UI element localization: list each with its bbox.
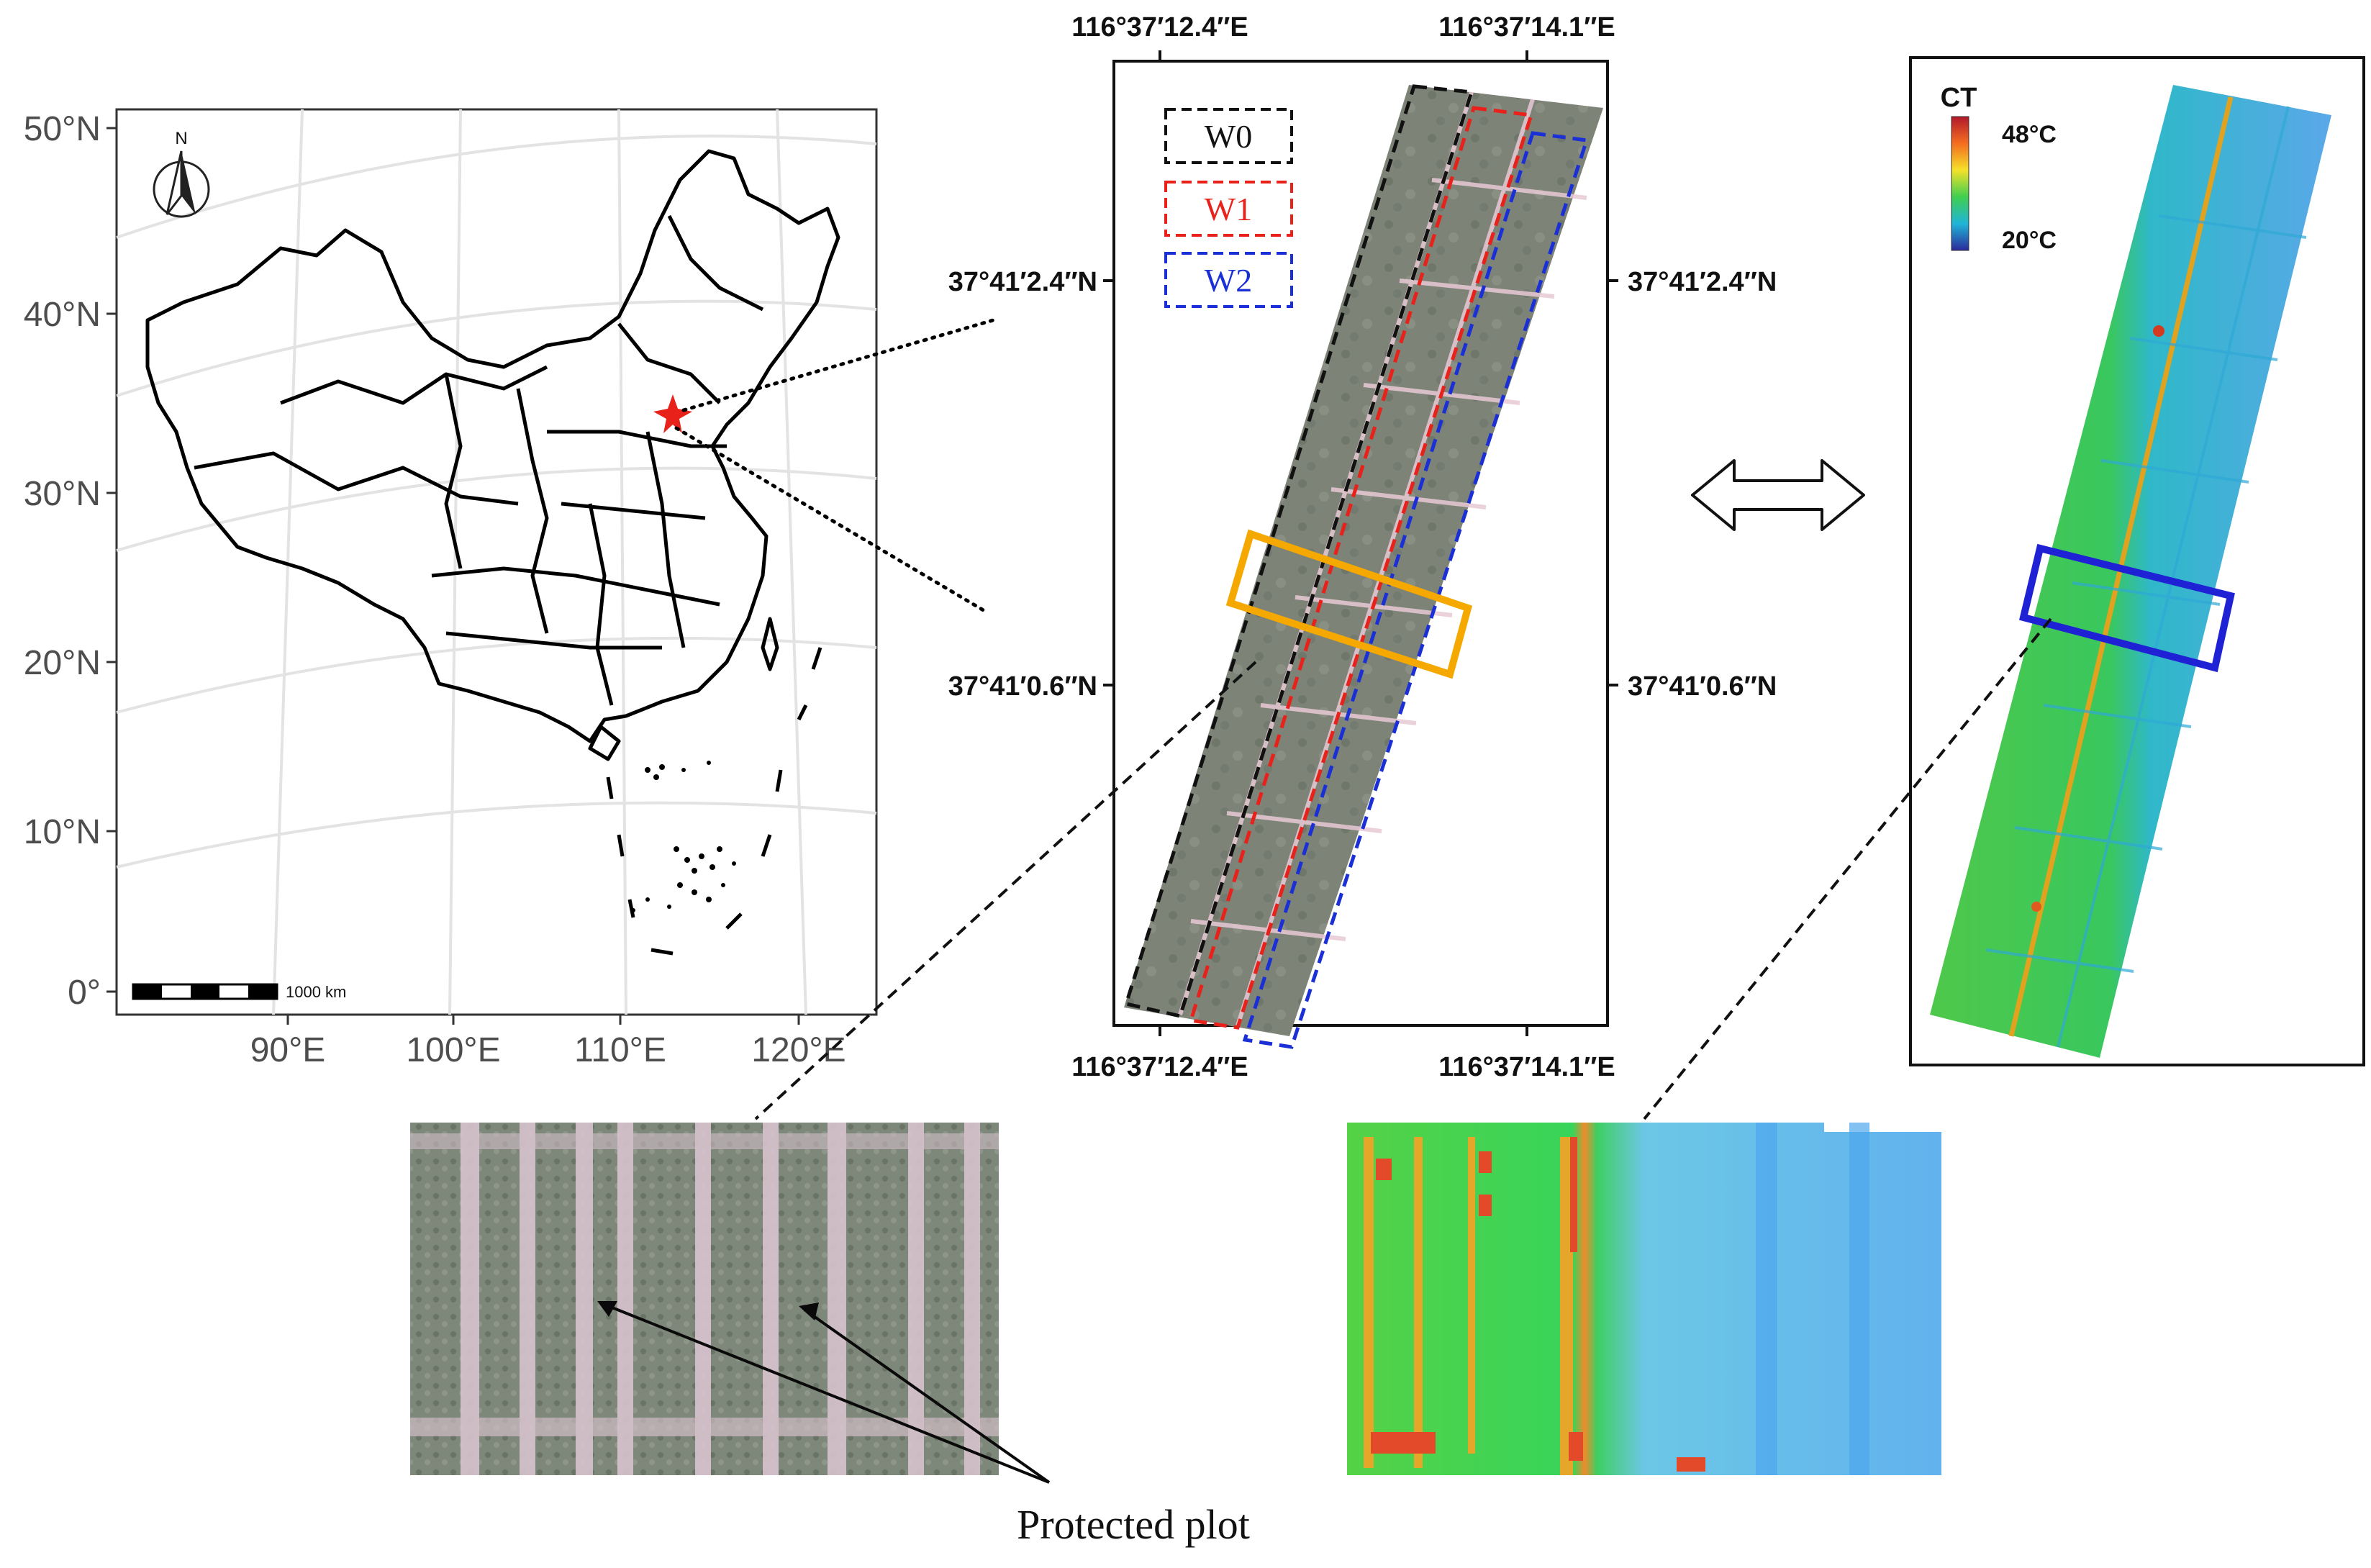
- nine-dash-line: [606, 647, 822, 956]
- zoom-thermal-image: [1347, 1123, 1941, 1475]
- zoom-thermal-panel: [1347, 1119, 1941, 1475]
- legend-w0-box: [1164, 108, 1293, 164]
- w0-region: [1123, 84, 1474, 1018]
- right-lat-label: 37°41′0.6″N: [1628, 671, 1777, 702]
- ct-title: CT: [1941, 83, 1977, 113]
- thermal-panel: CT 48°C 20°C: [1909, 56, 2365, 1066]
- china-outline: [145, 149, 840, 761]
- lon-tick-label: 100°E: [406, 1031, 500, 1069]
- lat-tick-label: 50°N: [24, 110, 101, 148]
- legend-w2-box: [1164, 252, 1293, 308]
- thermal-hotspot: [2153, 325, 2164, 337]
- ct-min-label: 20°C: [2002, 227, 2057, 254]
- zoom-leader-lines: [754, 617, 2052, 1120]
- top-lon-label: 116°37′12.4″E: [1071, 12, 1248, 42]
- field-ticks: [1103, 50, 1618, 1036]
- study-site-star-icon: [653, 394, 692, 433]
- scale-label: 1000 km: [286, 983, 346, 1001]
- caption-arrows: [602, 1302, 1051, 1484]
- top-lon-label: 116°37′14.1″E: [1438, 12, 1615, 42]
- south-sea-islands: [631, 761, 736, 912]
- lon-axis: 90°E 100°E 110°E 120°E: [250, 1015, 846, 1069]
- scale-bar: [132, 983, 278, 1000]
- china-map-frame: [115, 108, 878, 1016]
- site-leader-lines: [674, 318, 995, 614]
- zoom-thermal-cool-stripes: [1756, 1123, 1869, 1475]
- left-lat-label: 37°41′2.4″N: [948, 267, 1097, 297]
- ct-max-label: 48°C: [2002, 121, 2057, 148]
- legend-w1-box: [1164, 181, 1293, 237]
- lon-tick-label: 90°E: [250, 1031, 326, 1069]
- field-rgb-strip: [1124, 85, 1603, 1036]
- thermal-hotspot: [2031, 902, 2041, 912]
- left-lat-label: 37°41′0.6″N: [948, 671, 1097, 702]
- arrowhead-icon: [799, 1302, 819, 1320]
- legend-w1-label: W1: [1205, 191, 1252, 227]
- region-legend: W0 W1 W2: [1164, 108, 1293, 308]
- zoom-thermal-hot-spots: [1371, 1137, 1705, 1472]
- w1-region: [1188, 106, 1534, 1030]
- china-map-panel: N 1000 km 50°N 40°N 30°N 20°N 10°N 0°: [24, 108, 878, 1069]
- arrowhead-icon: [597, 1301, 617, 1317]
- north-label: N: [175, 129, 187, 148]
- lat-tick-label: 40°N: [24, 296, 101, 334]
- lat-tick-label: 0°: [68, 974, 101, 1012]
- zoom-thermal-hot-stripes: [1364, 1137, 1573, 1475]
- zoom-rgb-paths: [410, 1123, 999, 1475]
- thermal-plot-lines: [1985, 106, 2307, 1048]
- ct-colorbar: [1951, 116, 1969, 251]
- field-rgb-panel: W0 W1 W2 116°37′12.4″E 116°37′14.1″E 116…: [948, 12, 1777, 1082]
- zoom-thermal-gap: [1824, 1119, 1941, 1132]
- graticule: [116, 109, 877, 1015]
- w2-region: [1242, 131, 1590, 1049]
- lat-axis: 50°N 40°N 30°N 20°N 10°N 0°: [24, 110, 117, 1012]
- double-arrow-icon: [1691, 459, 1865, 531]
- bottom-lon-label: 116°37′12.4″E: [1071, 1052, 1248, 1082]
- thermal-zoom-highlight: [2018, 543, 2235, 673]
- lon-tick-label: 110°E: [574, 1031, 666, 1069]
- bottom-lon-label: 116°37′14.1″E: [1438, 1052, 1615, 1082]
- right-lat-label: 37°41′2.4″N: [1628, 267, 1777, 297]
- lat-tick-label: 10°N: [24, 813, 101, 851]
- legend-w0-label: W0: [1205, 118, 1252, 155]
- legend-w2-label: W2: [1205, 262, 1252, 299]
- protected-plot-caption: Protected plot: [1017, 1501, 1250, 1548]
- rgb-zoom-highlight: [1225, 529, 1473, 679]
- lat-tick-label: 20°N: [24, 644, 101, 682]
- north-arrow-icon: [153, 150, 210, 218]
- zoom-rgb-panel: Protected plot: [410, 1123, 1250, 1548]
- lat-tick-label: 30°N: [24, 475, 101, 513]
- lon-tick-label: 120°E: [751, 1031, 846, 1069]
